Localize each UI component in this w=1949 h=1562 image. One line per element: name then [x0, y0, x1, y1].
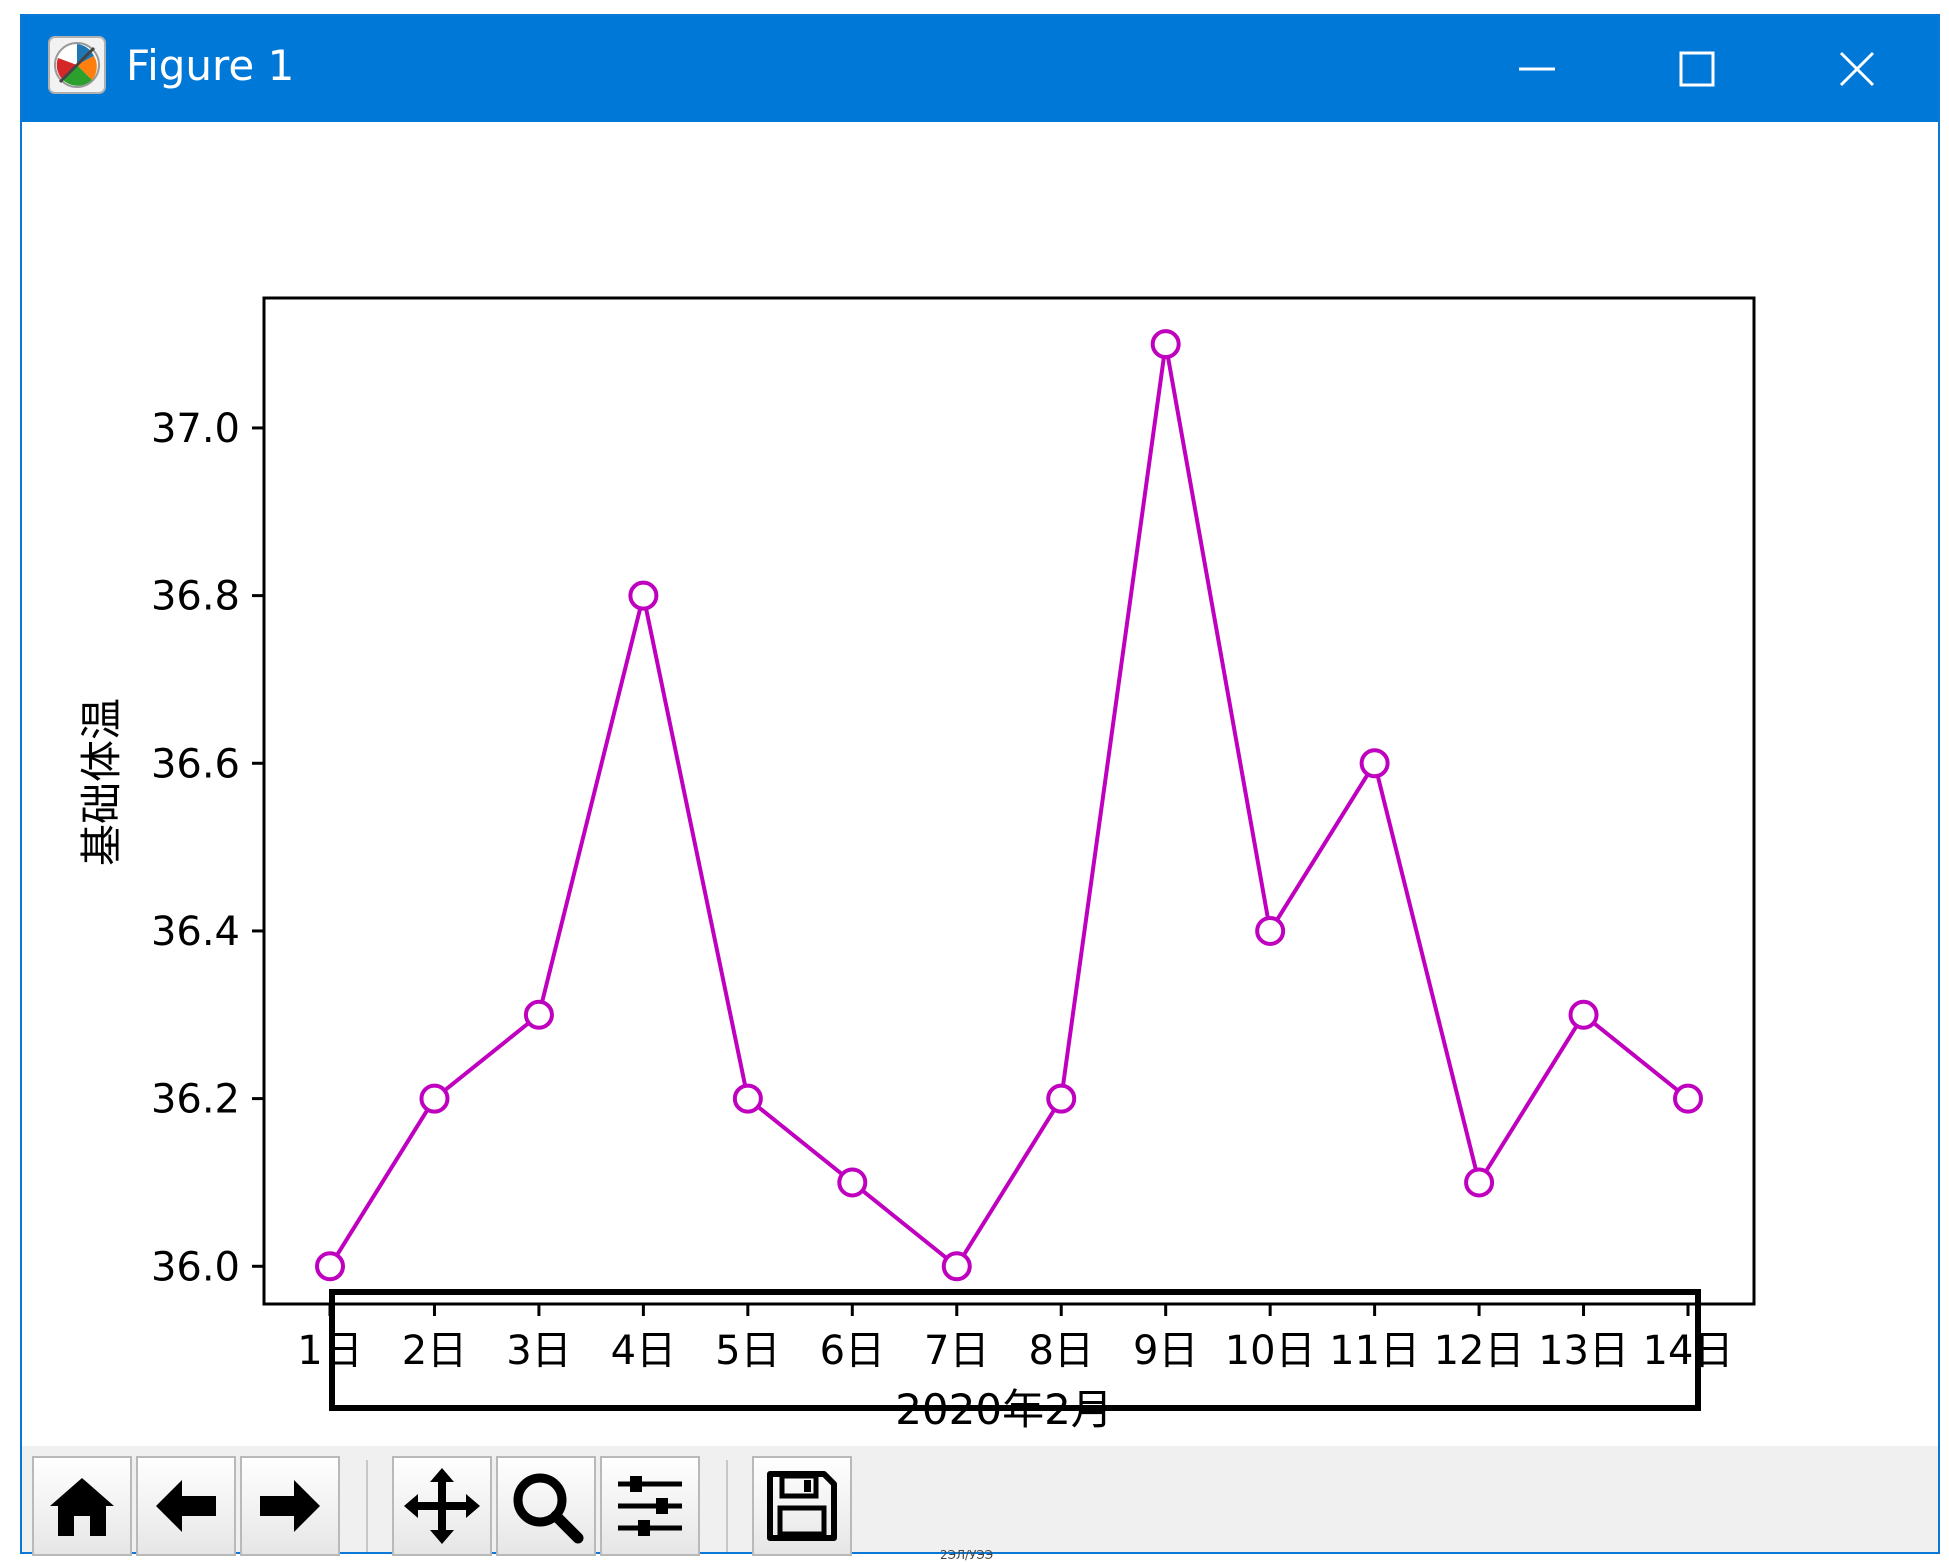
floppy-disk-icon [767, 1471, 837, 1541]
x-axis: 1日 2日 3日 4日 5日 6日 7日 8日 9日 10日 11日 12日 13日 14日 [297, 1304, 1733, 1374]
x-tick-label: 9日 [1133, 1328, 1198, 1374]
data-point [1255, 915, 1286, 946]
series-markers [315, 329, 1703, 1282]
navigation-toolbar [22, 1446, 1938, 1556]
minimize-button[interactable] [1462, 16, 1612, 122]
data-point [941, 1251, 972, 1282]
move-icon [404, 1468, 480, 1544]
data-point [1359, 748, 1390, 779]
y-tick-label: 36.0 [151, 1244, 240, 1290]
line-chart: 36.036.236.436.636.837.0 1日 2日 3日 4日 5日 6日 7日 8… [77, 296, 1756, 1434]
maximize-icon [1679, 51, 1715, 87]
close-icon [1839, 51, 1875, 87]
annotation-box [329, 1289, 1701, 1411]
y-tick-label: 36.4 [151, 909, 240, 955]
x-tick-label: 13日 [1538, 1328, 1629, 1374]
y-axis-label: 基础体温 [77, 698, 126, 866]
sliders-icon [618, 1476, 682, 1536]
toolbar-separator [366, 1460, 368, 1552]
data-point [419, 1083, 450, 1114]
window-title: Figure 1 [126, 41, 295, 90]
data-point [1150, 329, 1181, 360]
magnifier-icon [513, 1473, 584, 1544]
x-tick-label: 2日 [402, 1328, 467, 1374]
data-point [1464, 1167, 1495, 1198]
y-tick-label: 36.6 [151, 741, 240, 787]
back-button[interactable] [136, 1456, 236, 1556]
axes-frame [262, 296, 1756, 1306]
x-tick-label: 12日 [1434, 1328, 1525, 1374]
series-line [328, 343, 1690, 1270]
toolbar-separator [726, 1460, 728, 1552]
forward-button[interactable] [240, 1456, 340, 1556]
close-button[interactable] [1782, 16, 1932, 122]
save-button[interactable] [752, 1456, 852, 1556]
pan-button[interactable] [392, 1456, 492, 1556]
zoom-button[interactable] [496, 1456, 596, 1556]
minimize-icon [1519, 67, 1555, 71]
title-bar[interactable]: Figure 1 [22, 16, 1938, 122]
x-axis-label: 2020年2月 [895, 1385, 1113, 1434]
x-tick-label: 8日 [1029, 1328, 1094, 1374]
y-tick-label: 36.8 [151, 574, 240, 620]
configure-subplots-button[interactable] [600, 1456, 700, 1556]
arrow-left-icon [156, 1480, 216, 1532]
home-button[interactable] [32, 1456, 132, 1556]
arrow-right-icon [260, 1480, 320, 1532]
x-tick-label: 10日 [1225, 1328, 1316, 1374]
y-tick-label: 37.0 [151, 406, 240, 452]
data-point [523, 999, 554, 1030]
data-point [628, 580, 659, 611]
maximize-button[interactable] [1622, 16, 1772, 122]
data-point [315, 1251, 345, 1282]
data-point [1568, 999, 1599, 1030]
x-tick-label: 5日 [715, 1328, 780, 1374]
figure-window: Figure 1 36.0 36.2 36.4 36.6 36.8 37.0 1日 2日 3日… [20, 14, 1940, 1556]
x-tick-label: 3日 [506, 1328, 571, 1374]
x-tick-label: 4日 [611, 1328, 676, 1374]
data-point [837, 1167, 868, 1198]
x-tick-label: 6日 [820, 1328, 885, 1374]
figure-canvas[interactable]: 36.0 36.2 36.4 36.6 36.8 37.0 1日 2日 3日 4日 5日 6日 7日 8… [22, 122, 1938, 1446]
x-tick-label: 14日 [1643, 1328, 1734, 1374]
cropped-footer-text: 2ЭЛ/УЭЭ [940, 1548, 994, 1562]
home-icon [50, 1478, 114, 1536]
x-tick-label: 7日 [924, 1328, 989, 1374]
data-point [1046, 1083, 1077, 1114]
y-tick-label: 36.2 [151, 1077, 240, 1123]
x-tick-label: 11日 [1329, 1328, 1420, 1374]
matplotlib-icon [48, 36, 106, 94]
data-point [732, 1083, 763, 1114]
y-axis: 36.0 36.2 36.4 36.6 36.8 37.0 [151, 406, 264, 1290]
data-point [1673, 1083, 1703, 1114]
